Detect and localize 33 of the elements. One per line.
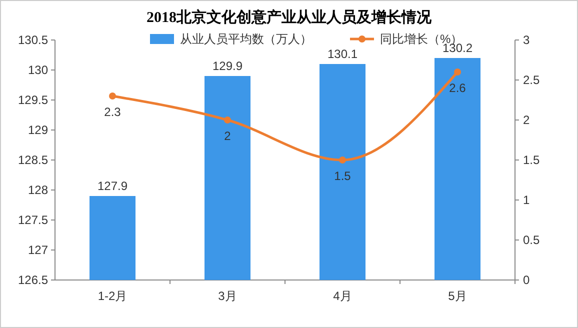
y-tick-label: 128 (28, 183, 48, 197)
y-tick-label: 129 (28, 123, 48, 137)
y2-tick-label: 2 (523, 113, 530, 127)
y2-tick-label: 2.5 (523, 73, 540, 87)
y2-tick-label: 1 (523, 193, 530, 207)
chart-title: 2018北京文化创意产业从业人员及增长情况 (146, 8, 432, 26)
point (454, 68, 461, 76)
y-tick-label: 130 (28, 63, 48, 77)
legend-label: 从业人员平均数（万人） (180, 32, 312, 46)
y-tick-label: 129.5 (18, 93, 48, 107)
y-tick-label: 126.5 (18, 273, 48, 287)
data-label: 2.6 (449, 81, 466, 95)
y2-tick-label: 1.5 (523, 153, 540, 167)
x-tick-label: 3月 (218, 289, 237, 303)
data-label: 130.1 (327, 47, 358, 61)
point (224, 116, 231, 124)
x-tick-label: 1-2月 (98, 289, 128, 303)
y-tick-label: 130.5 (18, 33, 48, 47)
x-tick-label: 4月 (333, 289, 352, 303)
data-label: 2 (224, 129, 232, 143)
data-label: 2.3 (104, 105, 122, 119)
y-tick-label: 127.5 (18, 213, 48, 227)
y2-tick-label: 3 (523, 33, 530, 47)
point (109, 92, 116, 100)
x-tick-label: 5月 (448, 289, 467, 303)
y-tick-label: 128.5 (18, 153, 48, 167)
y2-tick-label: 0.5 (523, 233, 540, 247)
data-label: 1.5 (334, 169, 352, 183)
y2-tick-label: 0 (523, 273, 530, 287)
point (339, 156, 346, 164)
data-label: 127.9 (97, 179, 128, 193)
y-tick-label: 127 (28, 243, 48, 257)
data-label: 129.9 (212, 59, 243, 73)
